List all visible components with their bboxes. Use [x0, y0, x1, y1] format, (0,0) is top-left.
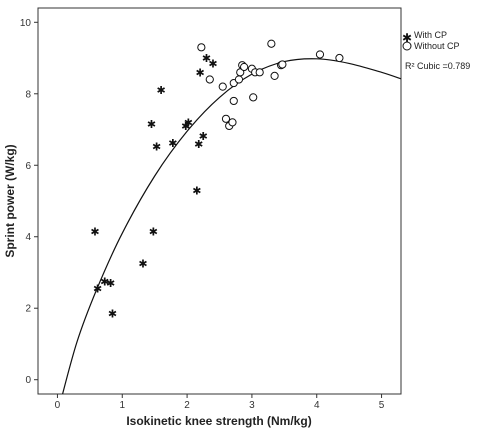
x-tick-label: 3 [249, 400, 255, 411]
cubic-fit-line [61, 58, 401, 394]
legend-label-without-cp: Without CP [414, 41, 460, 51]
data-point-without-cp [240, 62, 249, 72]
data-point-without-cp [221, 114, 231, 123]
data-point-with-cp: ✱ [192, 184, 201, 197]
data-point-with-cp: ✱ [152, 141, 161, 154]
x-axis-title: Isokinetic knee strength (Nm/kg) [126, 414, 311, 428]
data-point-without-cp [267, 39, 276, 48]
y-tick-label: 2 [25, 304, 31, 315]
data-point-with-cp: ✱ [202, 52, 211, 65]
legend-asterisk-marker: ✱ [402, 31, 412, 45]
data-point-with-cp: ✱ [138, 258, 147, 271]
legend: ✱ With CP Without CP [402, 30, 460, 51]
x-tick-label: 4 [314, 400, 320, 411]
data-point-with-cp: ✱ [181, 120, 190, 133]
data-point-without-cp [234, 75, 244, 84]
data-point-with-cp: ✱ [90, 225, 99, 238]
data-point-without-cp [197, 43, 206, 52]
data-point-with-cp: ✱ [195, 66, 204, 79]
legend-label-with-cp: With CP [414, 30, 447, 40]
data-point-with-cp: ✱ [194, 138, 203, 151]
fit-curve-layer [61, 58, 401, 394]
plot-area [37, 7, 402, 395]
x-tick-label: 2 [184, 400, 190, 411]
y-axis-title: Sprint power (W/kg) [3, 144, 17, 257]
data-point-with-cp: ✱ [108, 308, 117, 321]
legend-circle-marker [402, 41, 412, 51]
data-point-without-cp [335, 53, 344, 63]
data-point-without-cp [270, 71, 279, 81]
data-point-with-cp: ✱ [93, 283, 102, 296]
data-point-with-cp: ✱ [199, 130, 208, 143]
axes: 0 1 2 3 4 5 0 2 4 6 8 10 [20, 18, 385, 411]
y-tick-label: 4 [25, 232, 31, 243]
x-tick-label: 5 [379, 400, 385, 411]
x-tick-label: 0 [55, 400, 61, 411]
x-tick-label: 1 [119, 400, 125, 411]
data-point-without-cp [218, 82, 227, 91]
data-point-without-cp [255, 68, 264, 77]
data-point-without-cp [228, 118, 237, 127]
r-squared-label: R² Cubic =0.789 [405, 61, 470, 71]
y-tick-label: 8 [25, 89, 31, 100]
y-tick-label: 0 [25, 375, 31, 386]
data-point-with-cp: ✱ [100, 275, 109, 288]
y-tick-label: 10 [20, 18, 32, 29]
data-point-with-cp: ✱ [149, 225, 158, 238]
data-point-with-cp: ✱ [184, 116, 193, 129]
data-point-without-cp [229, 96, 238, 106]
y-tick-label: 6 [25, 161, 31, 172]
data-point-with-cp: ✱ [168, 137, 177, 150]
data-point-without-cp [315, 50, 325, 59]
data-points-layer: ✱✱✱✱✱✱✱✱✱✱✱✱✱✱✱✱✱✱✱ [90, 39, 344, 321]
data-point-with-cp: ✱ [157, 84, 166, 97]
data-point-with-cp: ✱ [106, 277, 115, 290]
data-point-with-cp: ✱ [147, 118, 156, 131]
data-point-without-cp [205, 75, 214, 84]
data-point-without-cp [278, 60, 287, 69]
data-point-without-cp [249, 93, 258, 102]
data-point-with-cp: ✱ [208, 57, 217, 70]
